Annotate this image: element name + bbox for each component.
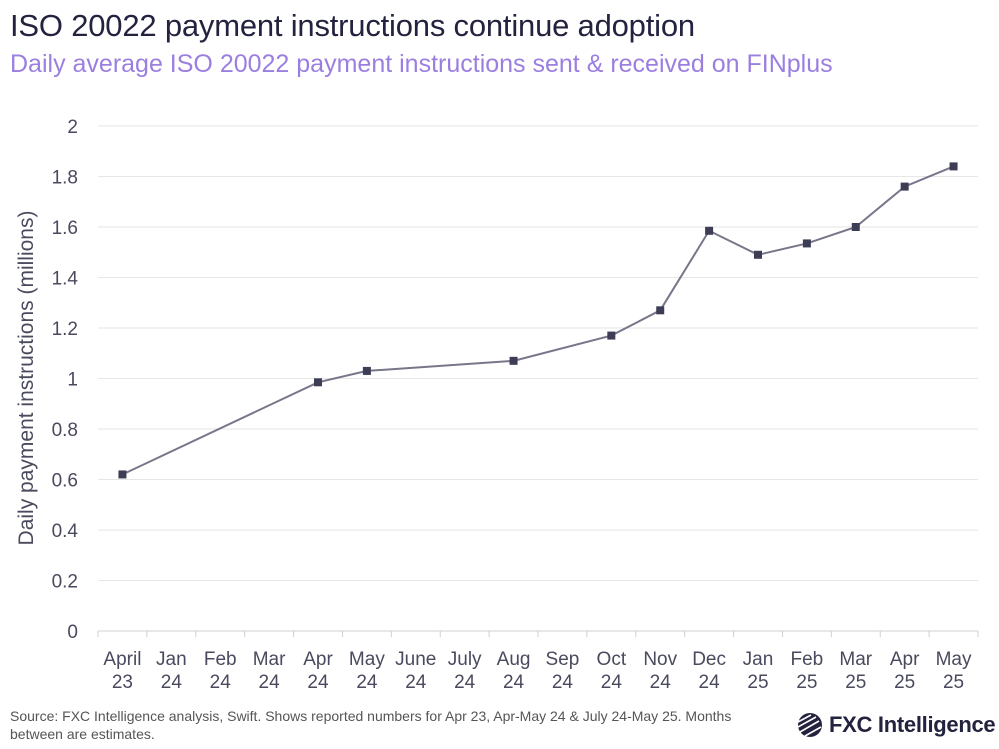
source-note: Source: FXC Intelligence analysis, Swift… (10, 708, 732, 742)
x-tick-label: Sep (546, 649, 580, 670)
fxc-logo: FXC Intelligence (797, 712, 996, 738)
x-tick-label: Jan (156, 649, 187, 670)
x-tick-label: Oct (597, 649, 627, 670)
x-tick-label: July (448, 649, 482, 670)
y-tick-label: 0.8 (52, 420, 78, 441)
x-tick-label: Mar (839, 649, 872, 670)
x-tick-label: Aug (497, 649, 531, 670)
x-tick-label-year: 24 (601, 672, 623, 693)
data-point-marker (118, 470, 127, 479)
chart-subtitle: Daily average ISO 20022 payment instruct… (10, 50, 833, 78)
x-tick-label: Jan (743, 649, 774, 670)
chart-title: ISO 20022 payment instructions continue … (10, 8, 695, 43)
y-tick-label: 0.4 (52, 521, 79, 542)
line-chart: 00.20.40.60.811.21.41.61.82 April23Jan24… (15, 117, 979, 693)
x-tick-label: May (936, 649, 972, 670)
y-tick-label: 1.6 (52, 218, 78, 239)
x-tick-label-year: 24 (503, 672, 525, 693)
data-point-marker (900, 182, 909, 191)
x-tick-label-year: 25 (796, 672, 817, 693)
y-tick-label: 1 (67, 370, 78, 391)
data-point-marker (949, 162, 958, 171)
x-tick-label-year: 24 (552, 672, 574, 693)
y-tick-label: 1.2 (52, 319, 78, 340)
y-tick-label: 1.8 (52, 168, 78, 189)
x-tick-label: Apr (303, 649, 333, 670)
y-tick-label: 0.2 (52, 572, 78, 593)
x-tick-label-year: 25 (894, 672, 915, 693)
x-tick-label: June (395, 649, 436, 670)
data-point-marker (705, 226, 714, 235)
x-tick-label-year: 24 (161, 672, 183, 693)
logo-text: FXC Intelligence (829, 712, 996, 737)
x-tick-label-year: 25 (845, 672, 866, 693)
y-tick-label: 0.6 (52, 471, 78, 492)
y-tick-label: 0 (67, 622, 78, 643)
x-tick-label: Dec (692, 649, 726, 670)
x-tick-label-year: 24 (405, 672, 427, 693)
x-tick-label-year: 24 (454, 672, 476, 693)
data-point-marker (362, 366, 371, 375)
data-point-marker (851, 223, 860, 231)
x-tick-label-year: 24 (699, 672, 721, 693)
x-tick-label-year: 23 (112, 672, 133, 693)
data-point-marker (802, 239, 811, 248)
x-tick-label-year: 25 (747, 672, 768, 693)
x-tick-label: Mar (253, 649, 286, 670)
x-tick-label: Apr (890, 649, 920, 670)
data-point-marker (607, 331, 616, 340)
data-point-marker (656, 306, 665, 315)
y-axis-label: Daily payment instructions (millions) (15, 211, 38, 546)
x-tick-label: April (103, 649, 141, 670)
x-tick-label-year: 24 (210, 672, 232, 693)
data-point-marker (314, 378, 322, 387)
data-point-marker (509, 356, 518, 365)
x-tick-label-year: 24 (259, 672, 281, 693)
x-tick-label-year: 24 (650, 672, 672, 693)
x-tick-label-year: 24 (356, 672, 378, 693)
x-tick-label: Feb (791, 649, 824, 670)
x-tick-label-year: 25 (943, 672, 964, 693)
y-tick-label: 1.4 (52, 269, 79, 290)
fxc-globe-icon (797, 713, 822, 737)
y-tick-label: 2 (67, 117, 78, 138)
x-tick-label-year: 24 (307, 672, 329, 693)
x-tick-label: May (349, 649, 385, 670)
x-tick-label: Feb (204, 649, 237, 670)
x-tick-label: Nov (643, 649, 677, 670)
series-line (122, 165, 954, 476)
data-point-marker (754, 250, 762, 259)
